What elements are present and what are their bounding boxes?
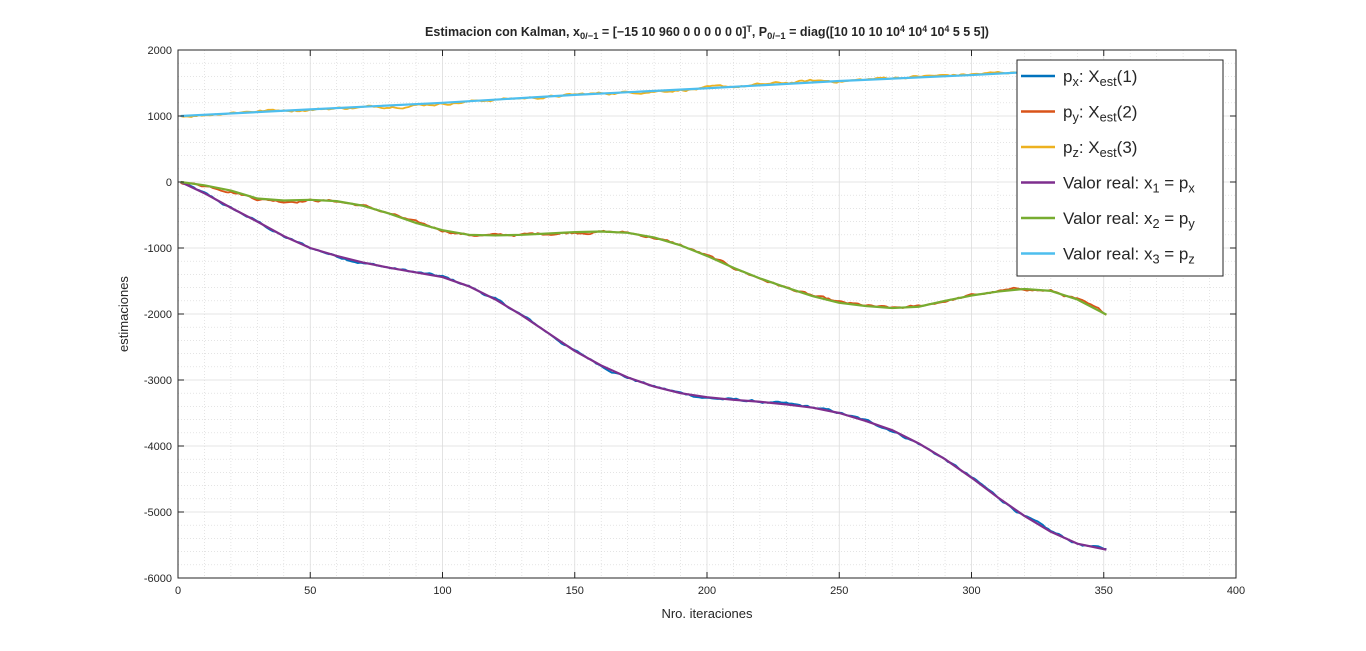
x-tick-label: 0 xyxy=(175,585,181,597)
x-tick-label: 50 xyxy=(304,585,316,597)
legend-entry: Valor real: x1 = px xyxy=(1063,174,1195,196)
y-tick-label: -2000 xyxy=(144,309,172,321)
legend-entry: Valor real: x3 = pz xyxy=(1063,245,1195,267)
x-tick-label: 350 xyxy=(1095,585,1113,597)
x-tick-label: 150 xyxy=(566,585,584,597)
legend-entry: pz: Xest(3) xyxy=(1063,138,1137,160)
series-line-5 xyxy=(180,180,1107,316)
y-axis-label: estimaciones xyxy=(116,276,131,352)
y-tick-label: -3000 xyxy=(144,375,172,387)
legend-entry: py: Xest(2) xyxy=(1063,103,1137,125)
y-tick-label: -4000 xyxy=(144,441,172,453)
legend-box xyxy=(1016,59,1224,277)
series-line-6 xyxy=(180,66,1107,118)
x-axis-ticks: 0 50 100 150 200 250 300 350 400 xyxy=(175,50,1245,597)
y-tick-label: 1000 xyxy=(148,111,172,123)
series-line-4 xyxy=(180,181,1107,551)
x-tick-label: 100 xyxy=(433,585,451,597)
y-tick-label: 2000 xyxy=(148,45,172,57)
y-axis-ticks: -6000 -5000 -4000 -3000 -2000 -1000 0 1000 2000 xyxy=(144,45,1236,585)
y-tick-label: -6000 xyxy=(144,573,172,585)
x-tick-label: 250 xyxy=(830,585,848,597)
y-tick-label: -5000 xyxy=(144,507,172,519)
x-tick-label: 200 xyxy=(698,585,716,597)
y-tick-label: 0 xyxy=(166,177,172,189)
x-tick-label: 400 xyxy=(1227,585,1245,597)
x-axis-label: Nro. iteraciones xyxy=(661,606,753,621)
series-layer xyxy=(180,66,1107,551)
legend: px: Xest(1) py: Xest(2) pz: Xest(3) Valor r… xyxy=(1016,59,1224,277)
legend-entry: px: Xest(1) xyxy=(1063,67,1137,89)
y-tick-label: -1000 xyxy=(144,243,172,255)
legend-entry: Valor real: x2 = py xyxy=(1063,209,1195,231)
chart-title: Estimacion con Kalman, x0/−1 = [−15 10 9… xyxy=(425,24,989,41)
x-tick-label: 300 xyxy=(962,585,980,597)
